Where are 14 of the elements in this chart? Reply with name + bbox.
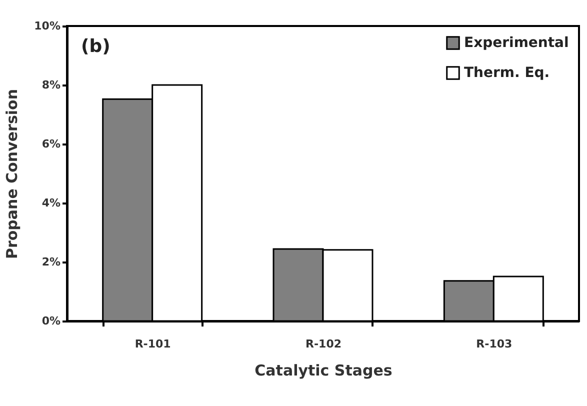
y-tick-label: 0%: [42, 314, 60, 328]
annotation: (b): [81, 36, 110, 57]
x-tick-label: R-103: [476, 338, 512, 350]
legend-label: Therm. Eq.: [464, 65, 550, 81]
x-tick-label: R-101: [134, 338, 171, 350]
y-tick-label: 4%: [42, 196, 60, 210]
legend-label: Experimental: [464, 35, 569, 51]
y-axis-title: Propane Conversion: [3, 88, 22, 260]
x-tick-label: R-102: [306, 338, 342, 350]
y-tick-label: 10%: [34, 20, 60, 32]
y-tick-label: 6%: [42, 138, 60, 150]
x-axis-title: Catalytic Stages: [254, 362, 392, 380]
y-tick-label: 2%: [42, 256, 60, 268]
y-tick-label: 8%: [42, 78, 60, 92]
